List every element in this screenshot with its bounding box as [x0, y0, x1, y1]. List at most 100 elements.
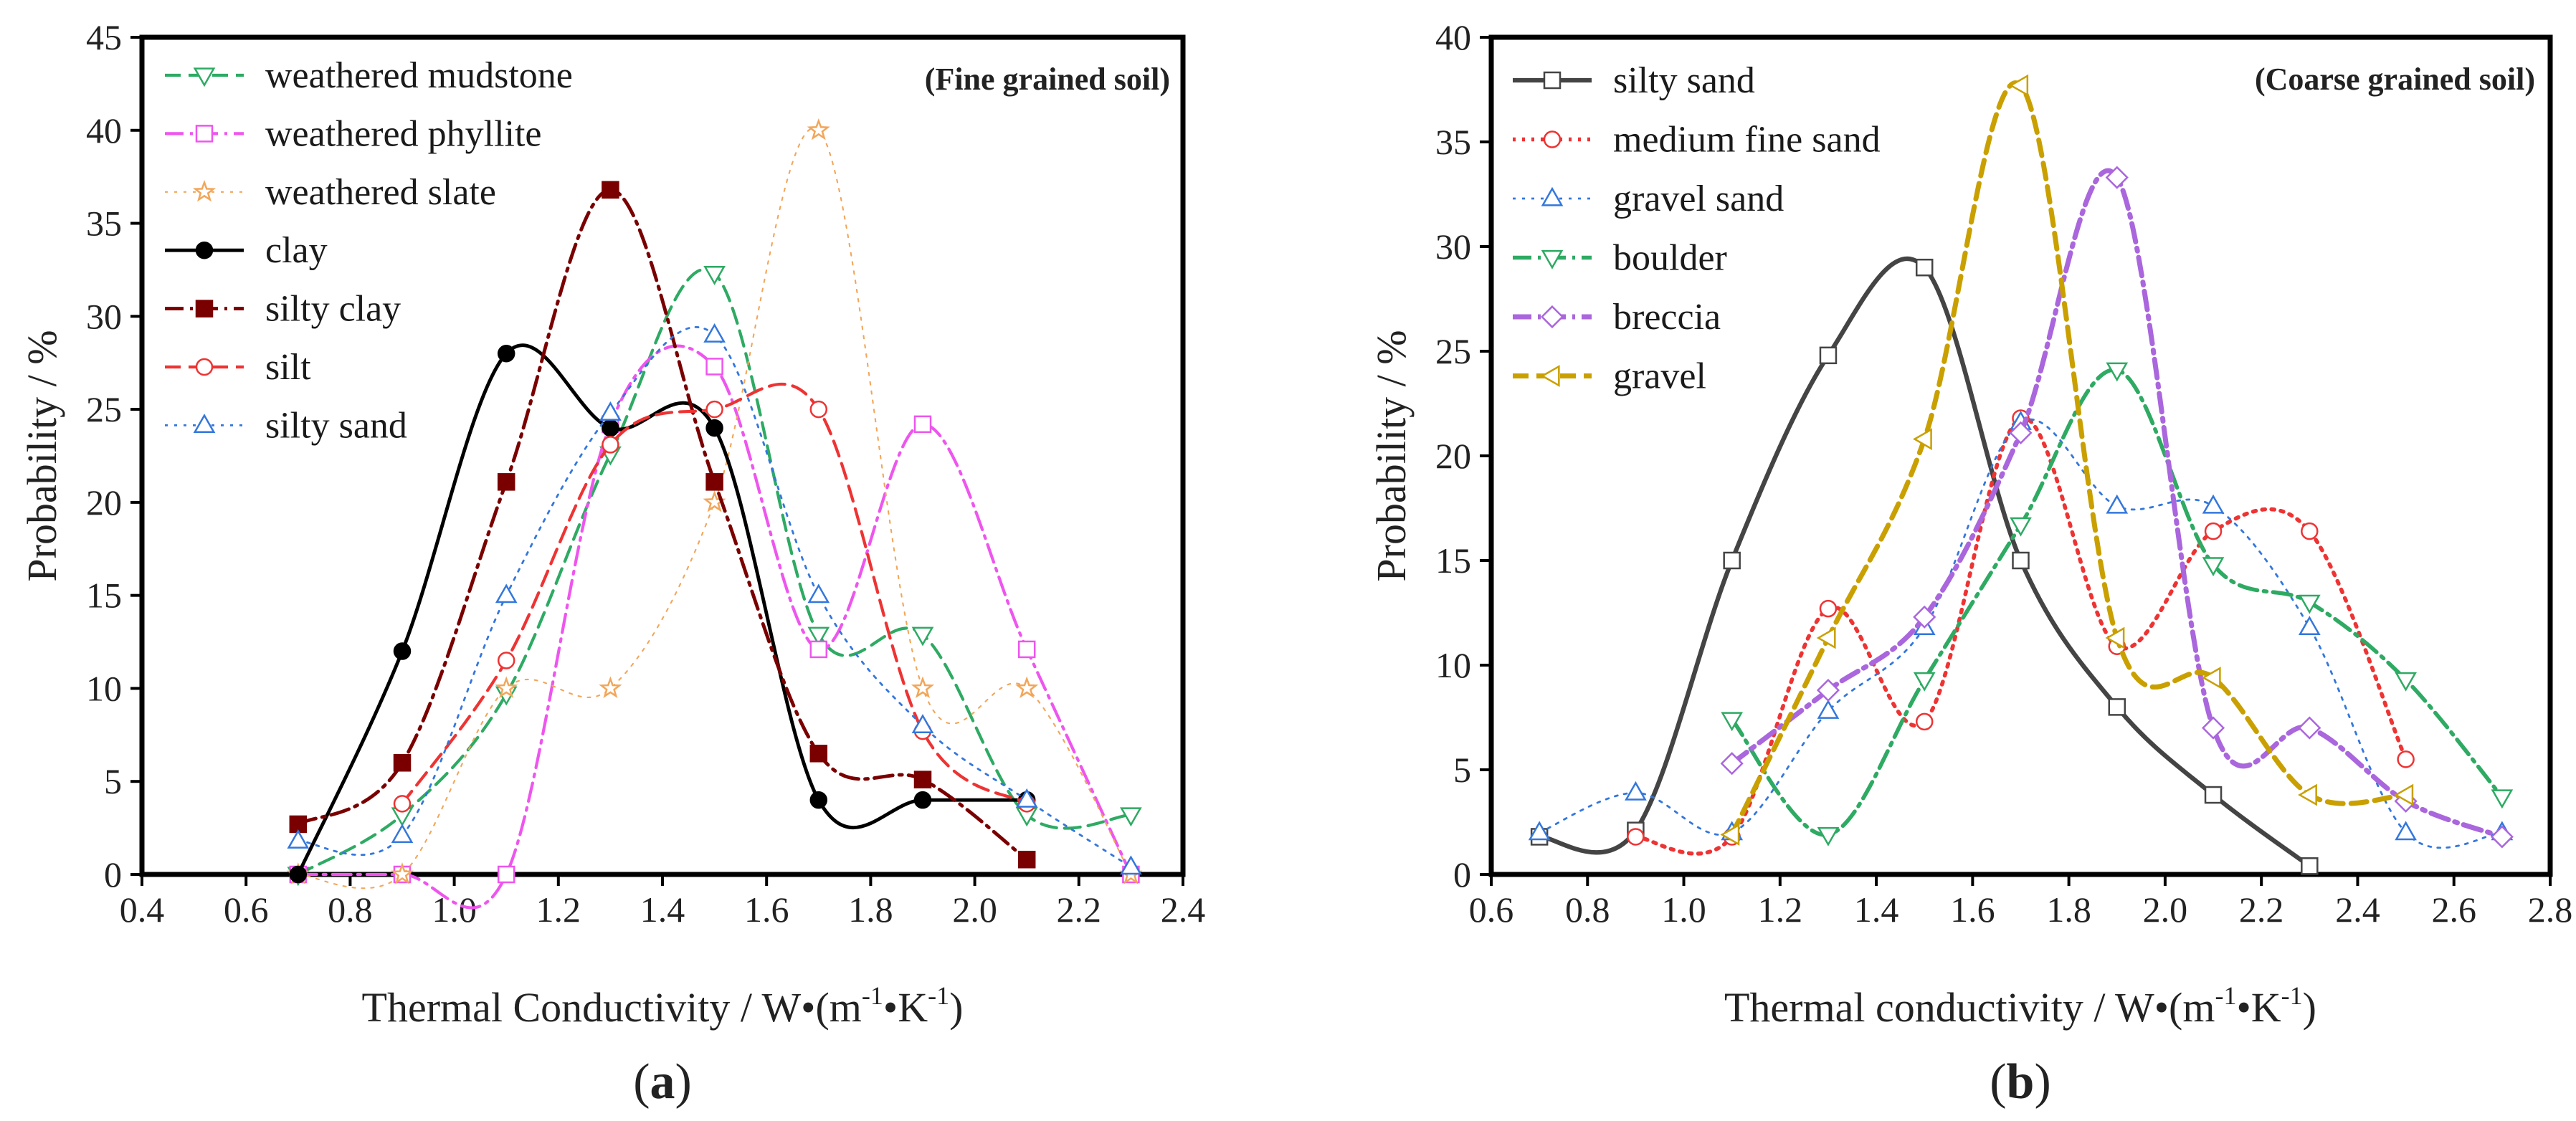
x-tick-label: 2.6: [2431, 889, 2476, 930]
data-point-gravel: [1816, 626, 1836, 649]
series-line-boulder: [1729, 368, 2504, 837]
legend-swatch-marker: [1540, 365, 1560, 387]
data-point-gravel-sand: [2298, 616, 2321, 636]
data-point-silty-sand: [1819, 346, 1838, 365]
data-point-silty-sand: [1723, 551, 1741, 570]
panel-b-title: (Coarse grained soil): [2255, 62, 2535, 97]
data-point-gravel: [1720, 824, 1740, 846]
x-tick-label: 1.6: [1950, 889, 1995, 930]
data-point-breccia: [2105, 166, 2129, 189]
data-point-silty-sand: [807, 583, 830, 604]
y-tick-label: 10: [86, 668, 122, 708]
legend-label: clay: [265, 230, 328, 271]
xlabel-b-mid: •K: [2236, 984, 2281, 1031]
x-tick-label: 0.4: [120, 889, 165, 930]
x-tick-label: 2.2: [1057, 889, 1102, 930]
data-point-boulder: [2491, 789, 2514, 809]
data-point-boulder: [2395, 672, 2417, 692]
legend-swatch-marker: [195, 358, 214, 376]
data-point-medium-fine-sand: [1627, 828, 1645, 846]
series-line-gravel: [1729, 80, 2409, 837]
legend-label: weathered slate: [265, 172, 496, 213]
data-point-clay: [809, 791, 828, 809]
panel-a-caption: (a): [633, 1054, 692, 1110]
x-tick-label: 2.2: [2239, 889, 2284, 930]
data-point-breccia: [2490, 825, 2514, 849]
data-point-weathered-mudstone: [911, 626, 934, 647]
data-point-boulder: [1913, 672, 1936, 692]
panel-a-plot-frame: [139, 34, 1186, 877]
legend-item-silty-sand: silty sand: [1513, 60, 1755, 101]
x-tick-label: 0.6: [1469, 889, 1514, 930]
data-point-gravel: [2105, 626, 2125, 649]
series-line-silt: [400, 382, 1029, 806]
data-point-gravel: [2394, 783, 2414, 806]
data-point-weathered-phyllite: [497, 865, 515, 884]
y-tick-label: 15: [86, 576, 122, 616]
caption-b-close: ): [2034, 1054, 2050, 1110]
xlabel-b-prefix: Thermal conductivity / W•(m: [1724, 984, 2215, 1031]
legend-item-gravel-sand: gravel sand: [1513, 178, 1784, 219]
series-weathered-slate: [286, 118, 1143, 889]
data-point-breccia: [1720, 752, 1744, 776]
x-tick-label: 1.8: [848, 889, 893, 930]
panel-b-y-ticks: 0 5 10 15 20 25 30 35 40: [1435, 17, 1491, 895]
y-tick-label: 30: [1435, 226, 1471, 267]
series-silty-clay: [289, 181, 1036, 869]
y-tick-label: 35: [1435, 122, 1471, 162]
legend-label: gravel: [1613, 356, 1706, 397]
data-point-silt: [809, 400, 828, 419]
legend-item-gravel: gravel: [1513, 356, 1706, 397]
data-point-silty-sand: [1015, 788, 1038, 808]
x-tick-label: 1.4: [640, 889, 685, 930]
data-point-breccia: [2298, 716, 2321, 740]
y-tick-label: 20: [86, 482, 122, 523]
series-silty-sand: [287, 323, 1142, 875]
legend-item-breccia: breccia: [1513, 297, 1721, 338]
data-point-clay: [289, 865, 308, 884]
data-point-silt: [497, 652, 515, 669]
panel-b-plot-frame: [1488, 34, 2553, 877]
panel-a-y-ticks: 0 5 10 15 20 25 30 35 40 45: [86, 17, 142, 895]
x-tick-label: 2.4: [1161, 889, 1206, 930]
data-point-silty-sand: [703, 323, 726, 343]
legend-label: weathered phyllite: [265, 113, 542, 154]
legend-swatch-marker: [192, 179, 217, 202]
data-point-medium-fine-sand: [2301, 522, 2319, 540]
data-point-weathered-slate: [807, 118, 830, 140]
legend-label: medium fine sand: [1613, 120, 1881, 161]
data-point-weathered-phyllite: [1017, 640, 1036, 659]
data-point-weathered-mudstone: [807, 626, 830, 647]
panel-b-y-axis-title: Probability / %: [1368, 330, 1415, 581]
legend-item-silt: silt: [165, 347, 311, 388]
xlabel-a-sup2: -1: [928, 981, 949, 1010]
y-tick-label: 45: [86, 17, 122, 57]
data-point-weathered-slate: [1015, 676, 1039, 699]
legend-swatch-marker: [1540, 305, 1564, 329]
caption-a-letter: a: [650, 1054, 675, 1110]
data-point-gravel: [2298, 783, 2317, 806]
legend-label: silty sand: [1613, 60, 1755, 101]
x-tick-label: 1.0: [432, 889, 477, 930]
data-point-boulder: [2298, 594, 2321, 614]
data-point-boulder: [2010, 517, 2032, 537]
y-tick-label: 15: [1435, 540, 1471, 581]
legend-swatch-marker: [195, 125, 214, 143]
legend-item-boulder: boulder: [1513, 238, 1727, 279]
data-point-weathered-mudstone: [703, 266, 726, 285]
legend-item-silty-clay: silty clay: [165, 289, 401, 330]
y-tick-label: 25: [1435, 331, 1471, 371]
data-point-boulder: [2106, 362, 2129, 382]
caption-b-letter: b: [2007, 1054, 2035, 1110]
data-point-silty-sand: [2012, 551, 2030, 570]
legend-swatch-marker: [193, 67, 216, 87]
y-tick-label: 5: [104, 761, 122, 801]
data-point-gravel-sand: [1625, 781, 1647, 801]
y-tick-label: 0: [1453, 854, 1471, 895]
caption-a-close: ): [675, 1054, 692, 1110]
legend-swatch-marker: [1541, 186, 1564, 206]
data-point-medium-fine-sand: [2204, 522, 2223, 540]
data-point-silty-sand: [911, 714, 934, 733]
x-tick-label: 1.2: [536, 889, 581, 930]
